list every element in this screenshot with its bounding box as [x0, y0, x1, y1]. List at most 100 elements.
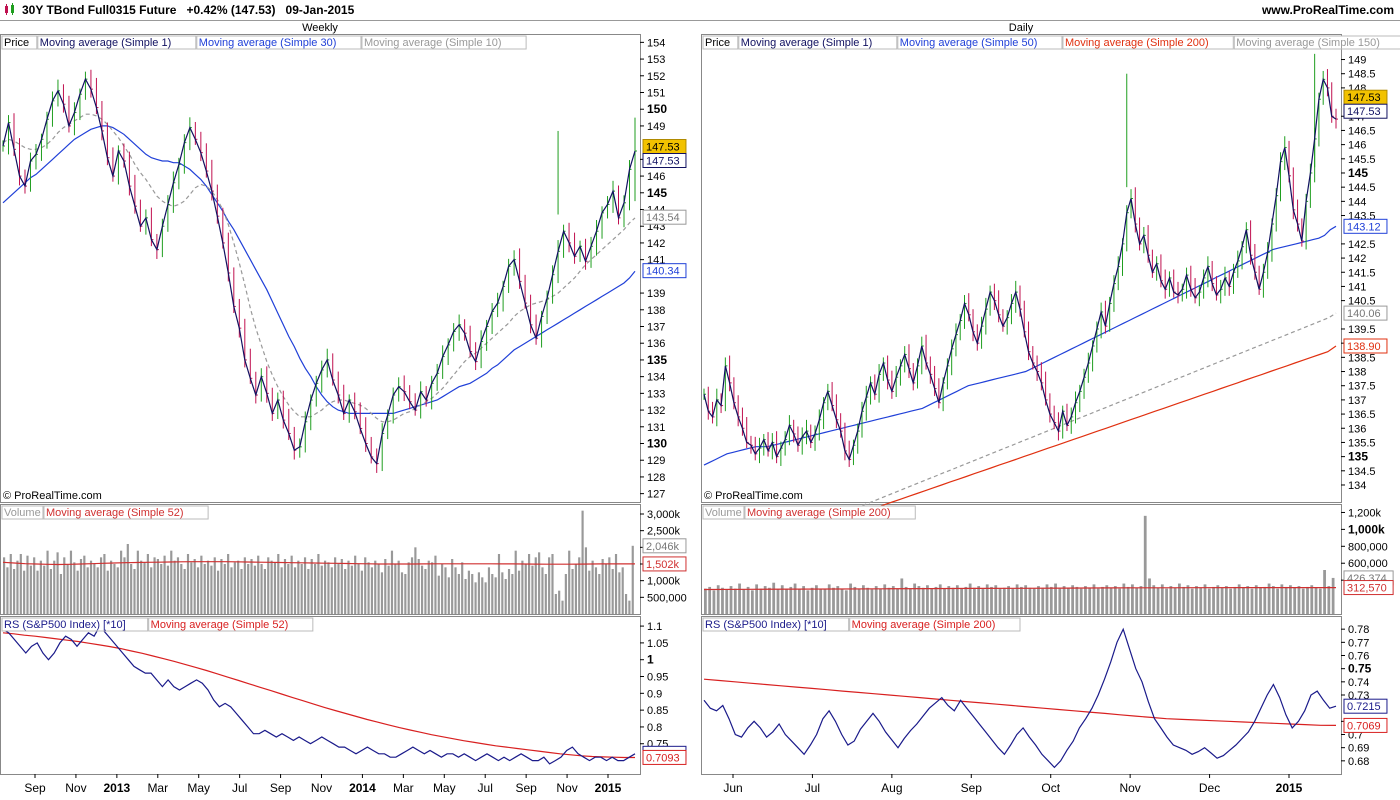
weekly-volume-bar	[260, 564, 263, 614]
daily-sma1-badge-text: 147.53	[1347, 106, 1381, 118]
daily-volume-bar	[947, 586, 951, 614]
weekly-volume-ytick-label: 3,000k	[647, 509, 681, 521]
daily-volume-ma-badge-text: 312,570	[1347, 583, 1387, 595]
weekly-volume-bar	[206, 560, 210, 614]
daily-price-legend-box	[738, 35, 898, 50]
daily-volume-bar	[964, 586, 968, 614]
daily-volume-bar	[1066, 587, 1070, 614]
weekly-volume-bar	[26, 555, 29, 614]
weekly-volume-bar	[69, 550, 73, 614]
weekly-volume-bar	[364, 557, 367, 614]
weekly-price-ytick-label: 150	[647, 102, 667, 116]
weekly-rs-ytick-label: 1.1	[647, 621, 662, 633]
weekly-price-panel-frame	[0, 34, 641, 503]
daily-price-ytick-label: 144.5	[1348, 182, 1376, 194]
daily-xtick-label: Oct	[1041, 781, 1060, 795]
daily-rs-line	[703, 627, 1337, 769]
weekly-volume-bar	[624, 594, 628, 614]
weekly-volume-bar	[631, 545, 634, 614]
daily-volume-bar	[1199, 587, 1203, 614]
weekly-price-legend-item: Moving average (Simple 1)	[40, 37, 171, 49]
weekly-price-ytick-label: 146	[647, 171, 665, 183]
weekly-volume-bar	[344, 569, 347, 614]
weekly-volume-bar	[551, 554, 554, 614]
daily-xtick-label: Nov	[1119, 781, 1140, 795]
daily-volume-bar	[1284, 586, 1288, 614]
daily-price-badge-text: 147.53	[1347, 92, 1381, 104]
weekly-volume-bar	[116, 567, 119, 614]
daily-volume-bar	[721, 587, 724, 614]
weekly-volume-bar	[33, 557, 36, 614]
weekly-volume-bar	[578, 557, 581, 614]
weekly-price-line	[2, 77, 636, 465]
daily-volume-bar	[1220, 587, 1224, 614]
daily-rs-badge	[1343, 698, 1388, 714]
daily-volume-bar	[917, 586, 921, 614]
daily-volume-bar	[1178, 583, 1181, 614]
weekly-volume-bar	[59, 574, 63, 614]
daily-volume-bar	[1007, 586, 1010, 614]
weekly-volume-bar	[541, 567, 544, 614]
weekly-sma30-badge	[642, 263, 687, 279]
daily-volume-bar	[1109, 587, 1113, 614]
weekly-volume-legend-item: Moving average (Simple 52)	[46, 507, 184, 519]
daily-volume-legend-box	[744, 505, 916, 520]
weekly-volume-bar	[290, 555, 293, 614]
daily-volume-bar	[1113, 586, 1117, 614]
daily-price-ytick-label: 137	[1348, 395, 1366, 407]
daily-price-legend-item: Moving average (Simple 150)	[1236, 37, 1380, 49]
weekly-volume-bar	[618, 572, 621, 614]
daily-price-ytick-label: 136	[1348, 423, 1366, 435]
weekly-rs-legend-item: RS (S&P500 Index) [*10]	[4, 619, 126, 631]
weekly-volume-bar	[220, 559, 223, 614]
weekly-volume-bar	[243, 557, 246, 614]
daily-copyright: © ProRealTime.com	[704, 490, 803, 502]
weekly-volume-bar	[307, 569, 310, 614]
weekly-volume-bar	[253, 565, 256, 614]
weekly-volume-bar	[270, 560, 273, 614]
daily-volume-bar	[1028, 587, 1032, 614]
daily-volume-legend-item: Moving average (Simple 200)	[747, 507, 891, 519]
weekly-sma1-badge	[642, 152, 687, 168]
weekly-volume-bar	[247, 564, 250, 614]
daily-volume-bar	[1229, 588, 1233, 614]
weekly-price-ytick-label: 128	[647, 472, 665, 484]
weekly-volume-bar	[106, 570, 109, 614]
weekly-volume-bar	[457, 574, 460, 614]
weekly-price-ytick-label: 131	[647, 422, 665, 434]
weekly-volume-bar	[213, 557, 216, 614]
weekly-price-ytick-label: 136	[647, 338, 665, 350]
daily-volume-bar	[1280, 584, 1284, 614]
site-link[interactable]: www.ProRealTime.com	[1261, 3, 1394, 17]
daily-volume-bar	[1079, 588, 1083, 614]
daily-volume-bar	[951, 587, 955, 614]
daily-volume-bar	[708, 586, 712, 614]
weekly-volume-bar	[89, 560, 93, 614]
daily-volume-bar	[1314, 587, 1318, 614]
daily-price-legend-box	[1062, 35, 1234, 50]
weekly-volume-bar	[367, 562, 370, 614]
weekly-volume-ma-line	[2, 561, 635, 566]
daily-price-legend-item: Price	[705, 37, 730, 49]
weekly-volume-bar	[250, 559, 253, 614]
daily-volume-bar	[849, 583, 852, 614]
daily-volume-bar	[768, 587, 771, 614]
daily-xtick-label: Sep	[961, 781, 983, 795]
daily-volume-bar	[943, 588, 946, 614]
weekly-volume-bar	[39, 560, 42, 614]
daily-volume-bar	[930, 588, 934, 614]
weekly-price-ytick-label: 137	[647, 322, 665, 334]
daily-volume-bar	[844, 590, 848, 614]
daily-volume-ytick-label: 1,200k	[1348, 507, 1382, 519]
weekly-volume-bar	[300, 564, 303, 614]
weekly-rs-ytick-label: 0.8	[647, 722, 662, 734]
weekly-volume-bar	[591, 560, 594, 614]
daily-sma150-line	[842, 312, 1337, 514]
daily-volume-bar	[1096, 588, 1100, 614]
daily-volume-bar	[1169, 586, 1173, 614]
daily-price-ytick-label: 141.5	[1348, 267, 1376, 279]
daily-volume-ytick-label: 1,000k	[1348, 522, 1385, 536]
daily-sma200-badge-text: 138.90	[1347, 341, 1381, 353]
daily-volume-bar	[1271, 586, 1275, 614]
